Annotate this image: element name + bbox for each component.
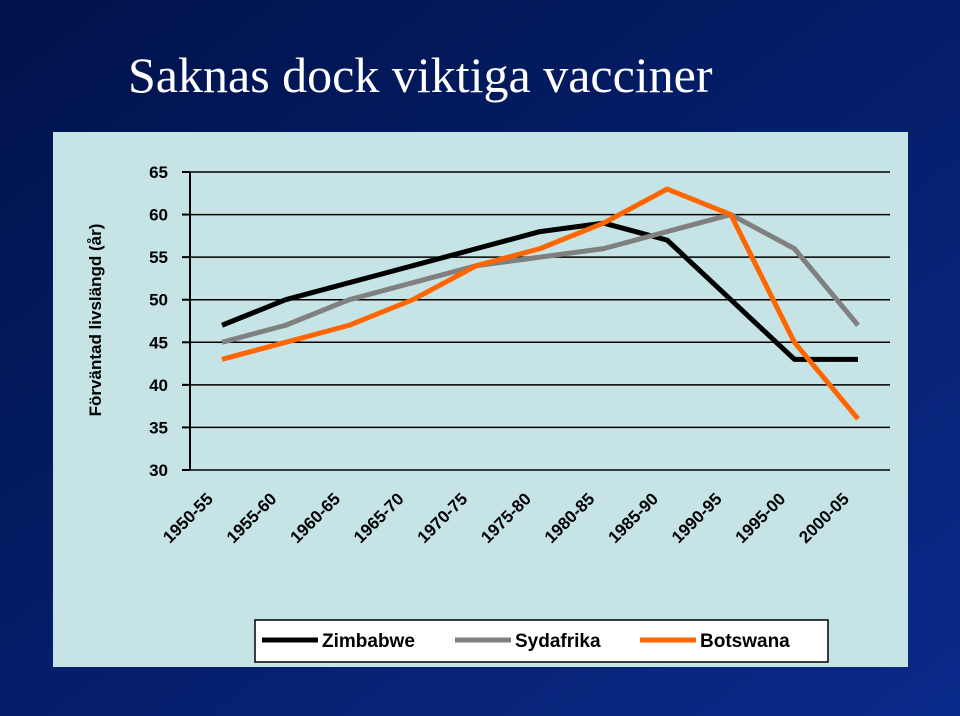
y-tick-label: 40 [149,376,168,395]
y-tick-label: 65 [149,163,168,182]
y-axis-label: Förväntad livslängd (år) [86,224,105,417]
series-line [221,212,860,345]
chart-area [53,132,908,667]
legend-box [254,619,829,663]
series-line [221,220,858,362]
y-tick-label: 60 [149,206,168,225]
series-line [221,186,860,421]
legend-label: Sydafrika [515,631,601,652]
legend-label: Zimbabwe [322,631,415,652]
legend-label: Botswana [700,631,790,652]
y-tick-label: 35 [149,418,168,437]
y-tick-label: 55 [149,248,168,267]
slide-title: Saknas dock viktiga vacciner [128,47,713,103]
y-tick-label: 45 [149,333,168,352]
y-tick-label: 30 [149,461,168,480]
y-tick-label: 50 [149,291,168,310]
